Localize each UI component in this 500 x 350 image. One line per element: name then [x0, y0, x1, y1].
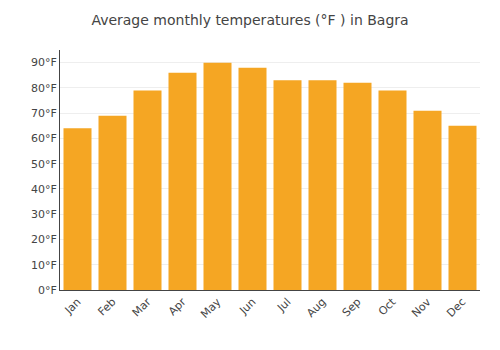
svg-text:90°F: 90°F: [31, 56, 57, 69]
svg-text:70°F: 70°F: [31, 107, 57, 120]
svg-text:Mar: Mar: [130, 295, 154, 319]
svg-text:40°F: 40°F: [31, 183, 57, 196]
svg-text:Average monthly temperatures (: Average monthly temperatures (°F ) in Ba…: [91, 12, 408, 28]
svg-text:Dec: Dec: [444, 296, 468, 320]
svg-text:Aug: Aug: [304, 296, 328, 320]
svg-text:Jun: Jun: [236, 295, 258, 317]
svg-text:Apr: Apr: [166, 295, 189, 318]
svg-text:50°F: 50°F: [31, 158, 57, 171]
svg-text:Sep: Sep: [340, 296, 364, 320]
svg-text:Jul: Jul: [274, 296, 293, 315]
svg-text:May: May: [198, 295, 224, 321]
svg-text:0°F: 0°F: [38, 284, 57, 297]
svg-text:80°F: 80°F: [31, 82, 57, 95]
svg-text:Nov: Nov: [409, 295, 434, 320]
svg-text:Jan: Jan: [62, 296, 84, 318]
svg-text:Feb: Feb: [96, 296, 119, 319]
svg-text:Oct: Oct: [376, 295, 399, 318]
svg-text:10°F: 10°F: [31, 259, 57, 272]
svg-text:60°F: 60°F: [31, 132, 57, 145]
svg-text:20°F: 20°F: [31, 233, 57, 246]
svg-text:30°F: 30°F: [31, 208, 57, 221]
